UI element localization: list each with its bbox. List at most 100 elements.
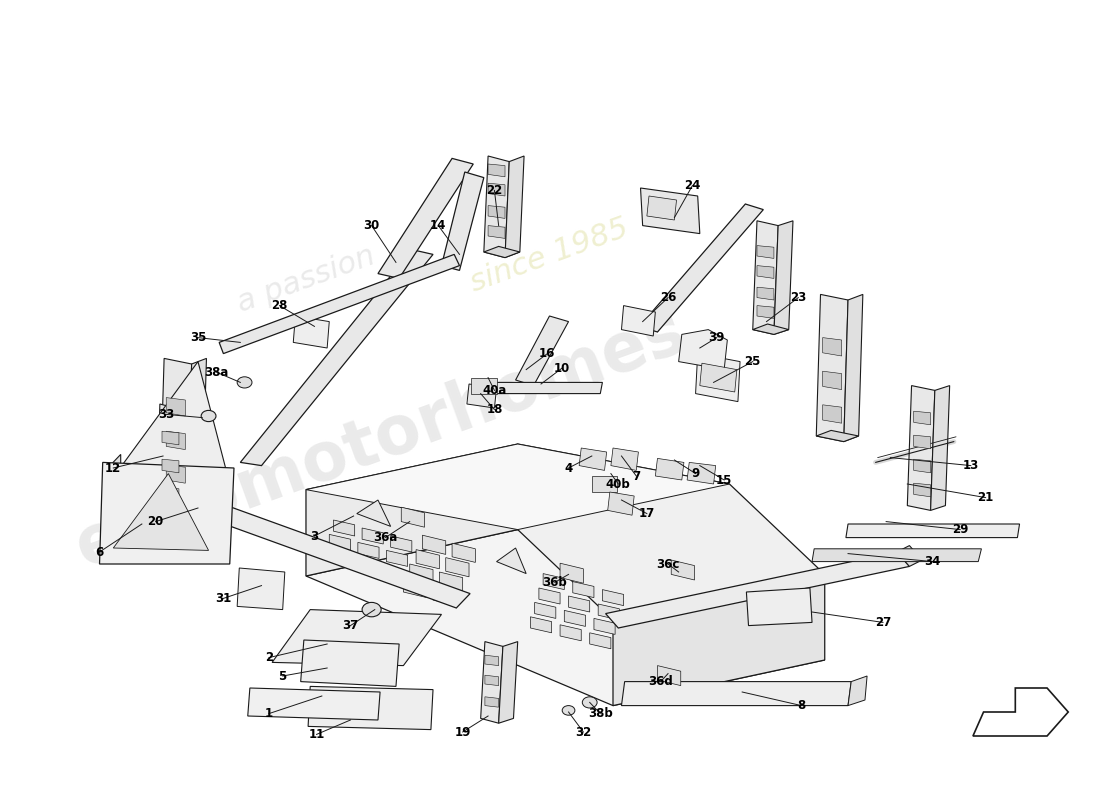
Polygon shape: [107, 467, 470, 608]
Polygon shape: [530, 617, 551, 633]
Polygon shape: [592, 476, 617, 492]
Polygon shape: [671, 560, 694, 580]
Text: 4: 4: [564, 462, 573, 474]
Text: 36a: 36a: [373, 531, 397, 544]
Polygon shape: [695, 354, 740, 402]
Polygon shape: [187, 358, 207, 502]
Text: 13: 13: [962, 459, 979, 472]
Polygon shape: [166, 398, 185, 416]
Polygon shape: [700, 363, 737, 392]
Text: 34: 34: [924, 555, 940, 568]
Polygon shape: [823, 405, 842, 423]
Polygon shape: [166, 465, 185, 483]
Polygon shape: [110, 362, 230, 484]
Polygon shape: [488, 206, 505, 218]
Text: 29: 29: [953, 523, 968, 536]
Text: 22: 22: [486, 184, 503, 197]
Polygon shape: [590, 633, 610, 649]
Polygon shape: [505, 156, 524, 258]
Polygon shape: [914, 435, 931, 449]
Polygon shape: [613, 574, 825, 706]
Polygon shape: [816, 294, 848, 442]
Polygon shape: [107, 454, 121, 482]
Polygon shape: [606, 552, 910, 628]
Text: 7: 7: [632, 470, 640, 482]
Text: euromotorhomes: euromotorhomes: [66, 298, 694, 582]
Text: 17: 17: [639, 507, 654, 520]
Polygon shape: [306, 444, 729, 530]
Polygon shape: [484, 156, 509, 258]
Polygon shape: [484, 382, 603, 394]
Polygon shape: [535, 602, 556, 618]
Polygon shape: [485, 675, 498, 686]
Polygon shape: [816, 430, 859, 442]
Text: 26: 26: [660, 291, 676, 304]
Polygon shape: [488, 183, 505, 196]
Polygon shape: [162, 515, 179, 529]
Polygon shape: [177, 404, 196, 542]
Polygon shape: [324, 549, 346, 565]
Polygon shape: [162, 459, 179, 473]
Text: a passion: a passion: [233, 242, 380, 318]
Text: 3: 3: [310, 530, 319, 542]
Polygon shape: [99, 462, 234, 564]
Polygon shape: [752, 324, 789, 334]
Polygon shape: [639, 204, 763, 332]
Polygon shape: [931, 386, 949, 510]
Polygon shape: [518, 444, 825, 620]
Polygon shape: [300, 640, 399, 686]
Polygon shape: [823, 371, 842, 390]
Circle shape: [238, 377, 252, 388]
Polygon shape: [488, 226, 505, 238]
Text: 24: 24: [684, 179, 701, 192]
Polygon shape: [757, 266, 774, 278]
Polygon shape: [160, 358, 191, 502]
Polygon shape: [914, 483, 931, 497]
Polygon shape: [386, 550, 408, 566]
Text: 8: 8: [798, 699, 805, 712]
Polygon shape: [441, 172, 484, 270]
Polygon shape: [656, 458, 684, 480]
Text: 18: 18: [486, 403, 503, 416]
Polygon shape: [240, 250, 433, 466]
Polygon shape: [433, 586, 456, 606]
Text: 32: 32: [575, 726, 592, 738]
Polygon shape: [306, 444, 518, 576]
Polygon shape: [402, 507, 425, 527]
Polygon shape: [848, 676, 867, 706]
Polygon shape: [598, 604, 619, 620]
Text: 28: 28: [272, 299, 288, 312]
Text: 20: 20: [147, 515, 164, 528]
Text: 23: 23: [790, 291, 806, 304]
Polygon shape: [439, 572, 463, 591]
Text: 25: 25: [745, 355, 761, 368]
Polygon shape: [471, 378, 496, 394]
Polygon shape: [353, 557, 375, 573]
Polygon shape: [757, 287, 774, 300]
Polygon shape: [564, 610, 585, 626]
Polygon shape: [416, 550, 439, 569]
Polygon shape: [496, 548, 526, 574]
Text: since 1985: since 1985: [466, 214, 632, 298]
Polygon shape: [543, 574, 564, 590]
Polygon shape: [757, 246, 774, 258]
Text: 1: 1: [265, 707, 273, 720]
Polygon shape: [560, 563, 583, 583]
Text: 35: 35: [190, 331, 206, 344]
Text: 11: 11: [308, 728, 324, 741]
Text: 14: 14: [430, 219, 447, 232]
Polygon shape: [610, 448, 638, 470]
Polygon shape: [844, 294, 862, 442]
Text: 19: 19: [454, 726, 471, 738]
Polygon shape: [166, 431, 185, 450]
Polygon shape: [272, 610, 441, 666]
Polygon shape: [390, 536, 411, 552]
Polygon shape: [573, 582, 594, 598]
Circle shape: [362, 602, 381, 617]
Polygon shape: [422, 535, 446, 554]
Polygon shape: [603, 590, 624, 606]
Polygon shape: [747, 588, 812, 626]
Text: 16: 16: [539, 347, 556, 360]
Polygon shape: [378, 158, 473, 278]
Polygon shape: [621, 306, 656, 336]
